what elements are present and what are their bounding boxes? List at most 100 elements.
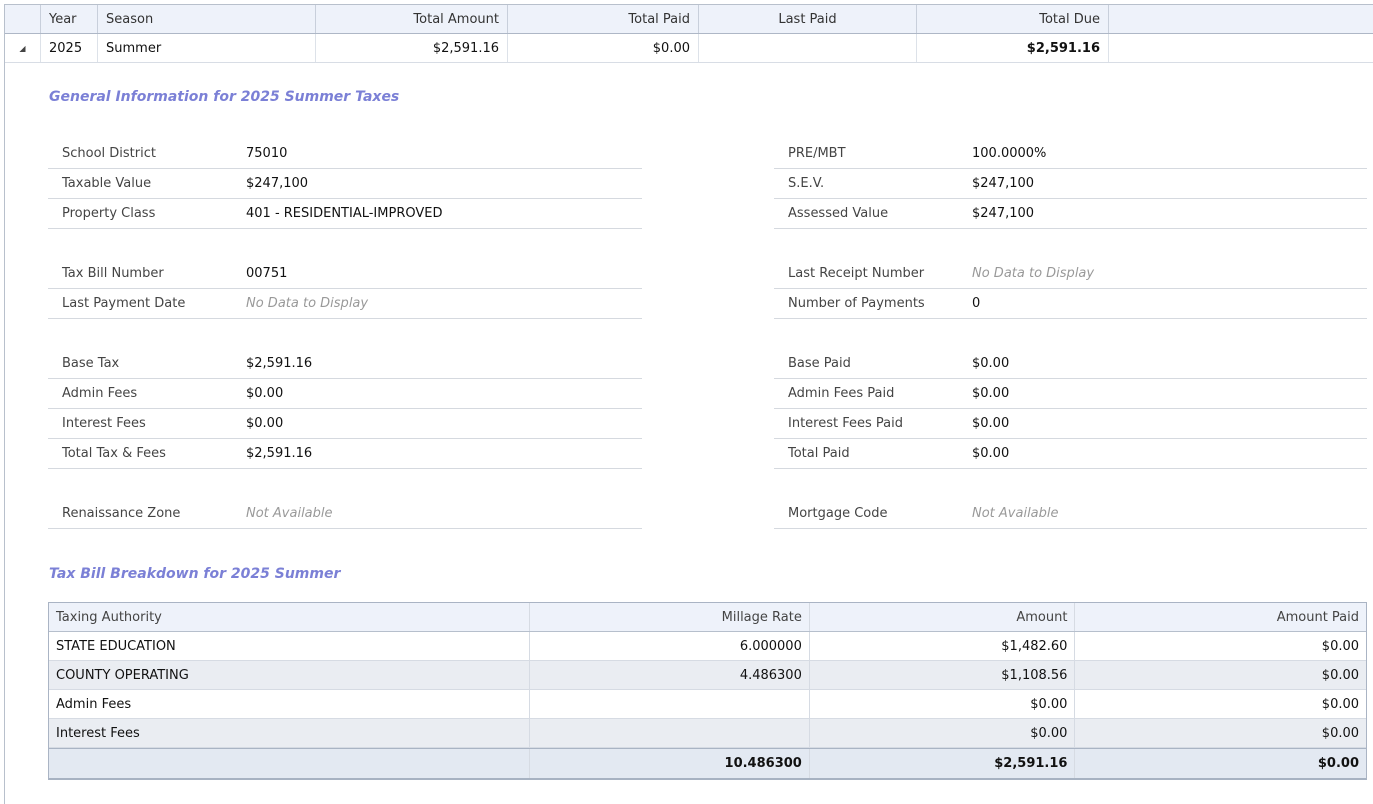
field-value: $0.00 bbox=[246, 416, 284, 431]
cell: $0.00 bbox=[810, 690, 1076, 718]
cell bbox=[49, 749, 531, 778]
collapse-triangle-icon[interactable]: ◢ bbox=[5, 34, 41, 62]
field-value: $0.00 bbox=[972, 356, 1010, 371]
cell: Taxing Authority bbox=[49, 603, 531, 631]
cell: STATE EDUCATION bbox=[49, 632, 531, 660]
field-label: Assessed Value bbox=[788, 206, 889, 221]
field-value: Not Available bbox=[246, 506, 333, 521]
table-row[interactable]: ◢ 2025 Summer $2,591.16 $0.00 $2,591.16 bbox=[5, 34, 1373, 63]
field-row: Property Class 401 - RESIDENTIAL-IMPROVED bbox=[48, 199, 642, 229]
field-label: Renaissance Zone bbox=[62, 506, 181, 521]
field-label: Last Receipt Number bbox=[788, 266, 925, 281]
field-row: Number of Payments 0 bbox=[774, 289, 1367, 319]
cell: Admin Fees bbox=[49, 690, 531, 718]
header-total-amount[interactable]: Total Amount bbox=[316, 5, 508, 33]
cell: Millage Rate bbox=[530, 603, 810, 631]
field-row: Total Paid $0.00 bbox=[774, 439, 1367, 469]
field-row: Tax Bill Number 00751 bbox=[48, 259, 642, 289]
header-season[interactable]: Season bbox=[98, 5, 316, 33]
cell: $1,108.56 bbox=[810, 661, 1076, 689]
cell-filler bbox=[1109, 34, 1373, 62]
field-row: Last Payment Date No Data to Display bbox=[48, 289, 642, 319]
cell: 10.486300 bbox=[530, 749, 810, 778]
field-label: Total Tax & Fees bbox=[62, 446, 166, 461]
field-row: Admin Fees Paid $0.00 bbox=[774, 379, 1367, 409]
field-value: $247,100 bbox=[972, 206, 1035, 221]
grid-header: Year Season Total Amount Total Paid Last… bbox=[5, 5, 1373, 34]
cell-total-due: $2,591.16 bbox=[917, 34, 1109, 62]
cell bbox=[530, 690, 810, 718]
field-value: 0 bbox=[972, 296, 981, 311]
cell: 4.486300 bbox=[530, 661, 810, 689]
field-row: School District 75010 bbox=[48, 139, 642, 169]
field-label: Last Payment Date bbox=[62, 296, 186, 311]
header-total-due[interactable]: Total Due bbox=[917, 5, 1109, 33]
field-label: Mortgage Code bbox=[788, 506, 888, 521]
field-value: $0.00 bbox=[972, 446, 1010, 461]
spacer bbox=[48, 319, 642, 349]
general-info-right: PRE/MBT 100.0000% S.E.V. $247,100 Assessed V… bbox=[774, 139, 1367, 529]
field-row: Assessed Value $247,100 bbox=[774, 199, 1367, 229]
table-row: Admin Fees $0.00 $0.00 bbox=[49, 690, 1366, 719]
field-value: 401 - RESIDENTIAL-IMPROVED bbox=[246, 206, 443, 221]
tax-years-grid: Year Season Total Amount Total Paid Last… bbox=[4, 4, 1373, 804]
field-label: Interest Fees Paid bbox=[788, 416, 903, 431]
cell-season: Summer bbox=[98, 34, 316, 62]
table-row: Interest Fees $0.00 $0.00 bbox=[49, 719, 1366, 748]
field-value: $247,100 bbox=[972, 176, 1035, 191]
field-value: $247,100 bbox=[246, 176, 309, 191]
field-label: Interest Fees bbox=[62, 416, 146, 431]
header-total-paid[interactable]: Total Paid bbox=[508, 5, 699, 33]
field-value: 100.0000% bbox=[972, 146, 1047, 161]
field-label: Base Tax bbox=[62, 356, 120, 371]
breakdown-title: Tax Bill Breakdown for 2025 Summer bbox=[49, 566, 341, 582]
cell-total-paid: $0.00 bbox=[508, 34, 699, 62]
field-row: Interest Fees Paid $0.00 bbox=[774, 409, 1367, 439]
field-row: PRE/MBT 100.0000% bbox=[774, 139, 1367, 169]
cell: $0.00 bbox=[810, 719, 1076, 747]
cell: $0.00 bbox=[1321, 696, 1360, 712]
field-value: $0.00 bbox=[972, 416, 1010, 431]
spacer bbox=[48, 229, 642, 259]
cell: $0.00 bbox=[1317, 756, 1360, 771]
header-year[interactable]: Year bbox=[41, 5, 98, 33]
field-row: Base Tax $2,591.16 bbox=[48, 349, 642, 379]
breakdown-table: Taxing Authority Millage Rate Amount Amount… bbox=[48, 602, 1367, 780]
field-label: PRE/MBT bbox=[788, 146, 846, 161]
field-label: Taxable Value bbox=[62, 176, 152, 191]
cell: $0.00 bbox=[1321, 638, 1360, 654]
cell: COUNTY OPERATING bbox=[49, 661, 531, 689]
field-label: Total Paid bbox=[788, 446, 850, 461]
cell: $1,482.60 bbox=[810, 632, 1076, 660]
general-info-title: General Information for 2025 Summer Taxe… bbox=[49, 89, 400, 105]
breakdown-header: Taxing Authority Millage Rate Amount Amount… bbox=[49, 603, 1366, 632]
header-last-paid[interactable]: Last Paid bbox=[699, 5, 917, 33]
field-label: Property Class bbox=[62, 206, 156, 221]
spacer bbox=[48, 469, 642, 499]
field-label: Tax Bill Number bbox=[62, 266, 164, 281]
field-value: No Data to Display bbox=[972, 266, 1095, 281]
field-value: Not Available bbox=[972, 506, 1059, 521]
field-row: Total Tax & Fees $2,591.16 bbox=[48, 439, 642, 469]
cell: $0.00 bbox=[1321, 667, 1360, 683]
field-value: $0.00 bbox=[246, 386, 284, 401]
spacer bbox=[774, 229, 1367, 259]
field-label: Base Paid bbox=[788, 356, 851, 371]
field-value: $2,591.16 bbox=[246, 356, 313, 371]
field-value: 75010 bbox=[246, 146, 288, 161]
field-value: 00751 bbox=[246, 266, 288, 281]
cell: Amount Paid bbox=[1276, 609, 1360, 625]
field-row: Taxable Value $247,100 bbox=[48, 169, 642, 199]
spacer bbox=[774, 319, 1367, 349]
header-expand bbox=[5, 5, 41, 33]
field-row: Base Paid $0.00 bbox=[774, 349, 1367, 379]
field-label: S.E.V. bbox=[788, 176, 825, 191]
field-row: Renaissance Zone Not Available bbox=[48, 499, 642, 529]
field-label: Number of Payments bbox=[788, 296, 925, 311]
field-row: Interest Fees $0.00 bbox=[48, 409, 642, 439]
field-row: Last Receipt Number No Data to Display bbox=[774, 259, 1367, 289]
cell: $2,591.16 bbox=[810, 749, 1076, 778]
spacer bbox=[774, 469, 1367, 499]
cell: $0.00 bbox=[1321, 725, 1360, 741]
header-filler bbox=[1109, 5, 1373, 33]
